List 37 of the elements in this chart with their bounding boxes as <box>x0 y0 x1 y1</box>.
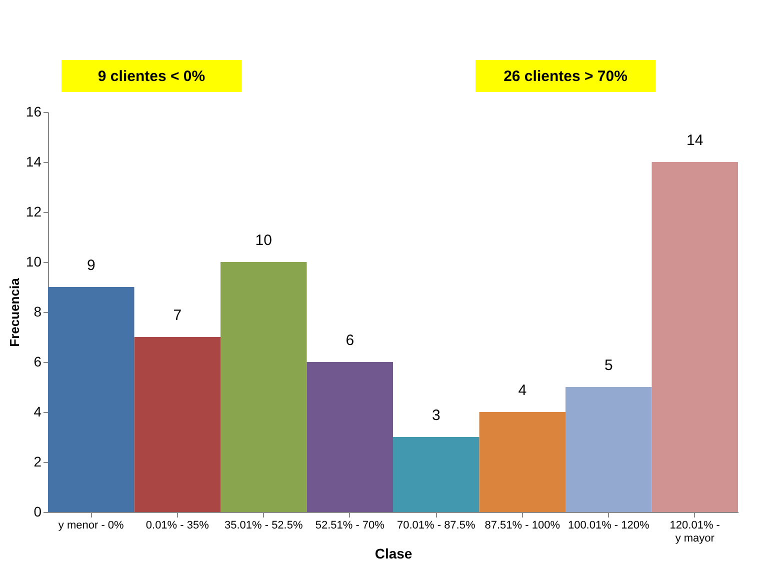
x-axis-title: Clase <box>374 546 412 562</box>
text: 9 clientes < 0% <box>98 68 206 85</box>
bar <box>220 262 307 512</box>
x-tick-label: 70.01% - 87.5% <box>396 520 476 532</box>
data-label: 4 <box>518 382 527 399</box>
bar <box>566 387 652 512</box>
y-tick-label: 10 <box>26 254 42 270</box>
y-axis-title: Frecuencia <box>6 277 22 347</box>
data-label: 5 <box>604 357 613 374</box>
y-tick-label: 4 <box>34 404 42 420</box>
data-label: 7 <box>173 307 182 324</box>
data-label: 9 <box>86 257 96 274</box>
x-tick-label: 120.01% - y mayor <box>670 520 720 544</box>
x-tick-label: 100.01% - 120% <box>568 520 650 532</box>
bar <box>48 287 134 512</box>
y-tick-label: 6 <box>34 354 42 370</box>
x-tick-label: y menor - 0% <box>58 520 124 532</box>
data-label: 14 <box>686 132 704 149</box>
y-tick-label: 2 <box>34 454 42 470</box>
bar <box>652 162 738 512</box>
y-tick-label: 8 <box>34 304 42 320</box>
data-label: 10 <box>255 232 272 249</box>
x-tick-label: 35.01% - 52.5% <box>224 520 303 532</box>
data-label: 3 <box>432 407 440 424</box>
bar <box>306 362 393 512</box>
x-tick-label: 52.51% - 70% <box>315 520 385 532</box>
y-tick-label: 14 <box>26 154 42 170</box>
text: 26 clientes > 70% <box>504 68 628 85</box>
y-tick-label: 0 <box>34 504 42 520</box>
y-tick-label: 16 <box>26 104 42 120</box>
bar <box>393 437 480 512</box>
x-tick-label: 0.01% - 35% <box>146 520 210 532</box>
bar <box>479 412 566 512</box>
x-tick-label: 87.51% - 100% <box>484 520 560 532</box>
bar <box>134 337 220 512</box>
y-tick-label: 12 <box>26 204 42 220</box>
data-label: 6 <box>346 332 354 349</box>
